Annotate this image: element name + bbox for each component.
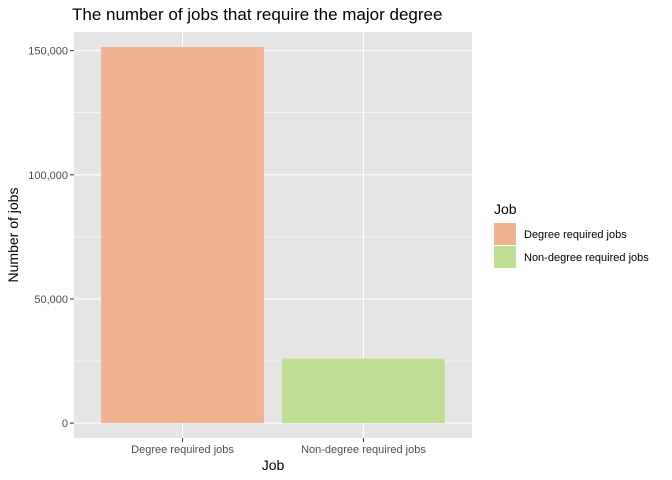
bar-1 [101,46,264,424]
chart-title: The number of jobs that require the majo… [72,5,442,24]
legend-items: Degree required jobs Non-degree required … [494,223,649,268]
x-axis-title: Job [262,457,285,473]
x-tick-label: Degree required jobs [131,444,234,456]
legend-key-1 [494,223,516,245]
y-axis: 0 50,000 100,000 150,000 [28,46,74,430]
legend-label-1: Degree required jobs [524,229,627,241]
legend: Job Degree required jobs Non-degree requi… [494,201,649,268]
bar-2 [282,358,445,424]
legend-title: Job [494,201,517,217]
bars [101,46,445,424]
y-tick-label: 150,000 [28,46,68,58]
y-tick-label: 100,000 [28,170,68,182]
y-tick-label: 50,000 [34,294,68,306]
y-tick-label: 0 [62,418,68,430]
x-axis: Degree required jobs Non-degree required … [131,438,426,456]
legend-key-2 [494,246,516,268]
x-tick-label: Non-degree required jobs [301,444,426,456]
y-axis-title: Number of jobs [5,188,21,283]
legend-label-2: Non-degree required jobs [524,252,649,264]
